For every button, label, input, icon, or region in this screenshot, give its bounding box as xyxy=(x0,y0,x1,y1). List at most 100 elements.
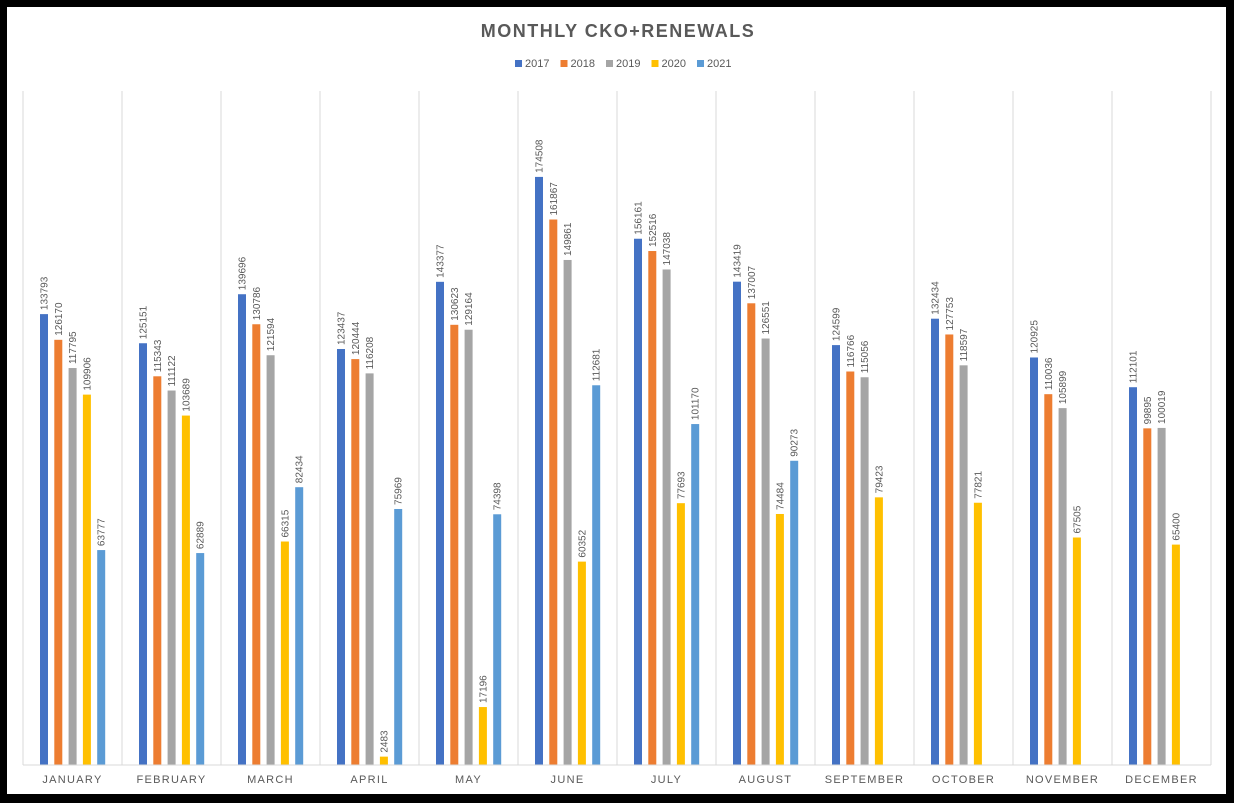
value-label-july-2017: 156161 xyxy=(634,201,645,235)
value-label-june-2018: 161867 xyxy=(549,182,560,216)
bar-february-2021 xyxy=(196,553,205,765)
bar-march-2020 xyxy=(280,541,289,765)
value-label-january-2021: 63777 xyxy=(97,518,108,546)
bar-october-2019 xyxy=(959,365,968,765)
bar-august-2019 xyxy=(761,338,770,765)
value-label-october-2020: 77821 xyxy=(973,470,984,498)
bar-june-2017 xyxy=(535,176,543,766)
bar-may-2018 xyxy=(450,324,459,765)
legend-label-2017: 2017 xyxy=(525,58,549,70)
chart-canvas: MONTHLY CKO+RENEWALS 2017 2018 2019 2020 202… xyxy=(22,21,1212,786)
bar-january-2020 xyxy=(82,394,91,765)
bar-november-2017 xyxy=(1030,357,1038,765)
legend-label-2020: 2020 xyxy=(662,58,686,70)
bar-august-2021 xyxy=(790,460,799,765)
bar-january-2017 xyxy=(40,314,48,765)
bar-june-2018 xyxy=(549,219,558,766)
legend: 2017 2018 2019 2020 2021 xyxy=(515,58,731,70)
value-label-august-2019: 126551 xyxy=(761,301,772,335)
value-label-november-2020: 67505 xyxy=(1072,505,1083,533)
bar-july-2019 xyxy=(662,269,671,765)
value-label-august-2021: 90273 xyxy=(790,429,801,457)
value-label-may-2021: 74398 xyxy=(493,482,504,510)
bar-february-2019 xyxy=(167,390,176,765)
value-label-march-2019: 121594 xyxy=(266,317,277,351)
value-label-april-2017: 123437 xyxy=(337,311,348,345)
value-label-september-2018: 116766 xyxy=(846,334,857,367)
bar-april-2018 xyxy=(351,359,360,765)
bar-october-2018 xyxy=(945,334,954,765)
value-label-march-2021: 82434 xyxy=(295,455,306,483)
bar-march-2021 xyxy=(295,487,304,765)
value-label-july-2019: 147038 xyxy=(662,232,673,266)
bars xyxy=(40,176,1180,766)
value-label-march-2017: 139696 xyxy=(238,256,249,290)
chart-frame: MONTHLY CKO+RENEWALS 2017 2018 2019 2020 202… xyxy=(7,7,1226,794)
bar-november-2020 xyxy=(1072,537,1081,765)
value-label-july-2020: 77693 xyxy=(676,471,687,499)
bar-march-2017 xyxy=(238,294,246,765)
x-tick-label-august: AUGUST xyxy=(739,774,793,786)
bar-july-2018 xyxy=(648,251,657,766)
value-label-december-2019: 100019 xyxy=(1157,390,1168,424)
legend-label-2021: 2021 xyxy=(707,58,731,70)
value-label-june-2019: 149861 xyxy=(563,222,574,256)
bar-april-2021 xyxy=(394,508,403,765)
x-tick-label-december: DECEMBER xyxy=(1125,774,1198,786)
value-label-april-2018: 120444 xyxy=(351,321,362,355)
bar-june-2020 xyxy=(577,561,586,765)
value-label-october-2018: 127753 xyxy=(945,297,956,331)
bar-april-2019 xyxy=(365,373,374,765)
bar-april-2017 xyxy=(337,349,345,765)
value-label-july-2021: 101170 xyxy=(691,387,702,420)
value-label-january-2017: 133793 xyxy=(40,276,51,310)
value-label-march-2020: 66315 xyxy=(280,509,291,537)
bar-july-2020 xyxy=(676,503,685,765)
value-label-february-2021: 62889 xyxy=(196,521,207,549)
legend-swatch-2018 xyxy=(560,60,568,67)
category-gridlines xyxy=(22,91,1212,765)
x-tick-label-january: JANUARY xyxy=(42,774,102,786)
value-label-june-2021: 112681 xyxy=(592,348,603,381)
value-label-october-2017: 132434 xyxy=(931,281,942,315)
value-label-april-2019: 116208 xyxy=(365,336,376,369)
value-label-may-2018: 130623 xyxy=(450,287,461,321)
chart-title: MONTHLY CKO+RENEWALS xyxy=(481,21,756,41)
x-tick-label-june: JUNE xyxy=(551,774,585,786)
value-label-september-2017: 124599 xyxy=(832,307,843,341)
bar-march-2018 xyxy=(252,324,261,765)
legend-label-2019: 2019 xyxy=(616,58,640,70)
legend-swatch-2019 xyxy=(606,60,613,67)
value-label-november-2018: 110036 xyxy=(1044,357,1055,390)
bar-june-2021 xyxy=(592,385,601,765)
bar-october-2020 xyxy=(973,502,982,765)
value-label-march-2018: 130786 xyxy=(252,286,263,320)
x-tick-label-may: MAY xyxy=(455,774,482,786)
bar-november-2018 xyxy=(1044,394,1053,765)
bar-august-2020 xyxy=(775,513,784,765)
value-label-july-2018: 152516 xyxy=(648,213,659,247)
x-tick-label-october: OCTOBER xyxy=(932,774,995,786)
value-label-september-2019: 115056 xyxy=(860,340,871,373)
value-label-october-2019: 118597 xyxy=(959,328,970,361)
value-label-may-2020: 17196 xyxy=(478,675,489,703)
value-label-february-2018: 115343 xyxy=(153,339,164,372)
bar-may-2019 xyxy=(464,329,473,765)
bar-october-2017 xyxy=(931,318,939,765)
value-label-january-2019: 117795 xyxy=(68,331,79,364)
value-label-december-2020: 65400 xyxy=(1171,512,1182,540)
bar-september-2019 xyxy=(860,377,869,765)
bar-november-2019 xyxy=(1058,408,1067,765)
value-label-february-2019: 111122 xyxy=(167,355,178,387)
x-tick-label-september: SEPTEMBER xyxy=(825,774,905,786)
value-label-january-2020: 109906 xyxy=(82,357,93,391)
bar-december-2017 xyxy=(1129,387,1137,765)
value-label-december-2018: 99895 xyxy=(1143,396,1154,424)
legend-swatch-2020 xyxy=(651,60,659,67)
x-axis: JANUARY FEBRUARY MARCH APRIL MAY JUNE JULY AUGU… xyxy=(23,764,1211,786)
value-label-june-2017: 174508 xyxy=(535,139,546,173)
value-label-june-2020: 60352 xyxy=(577,529,588,557)
legend-swatch-2017 xyxy=(515,60,522,67)
bar-december-2020 xyxy=(1171,544,1180,765)
bar-june-2019 xyxy=(563,259,572,765)
